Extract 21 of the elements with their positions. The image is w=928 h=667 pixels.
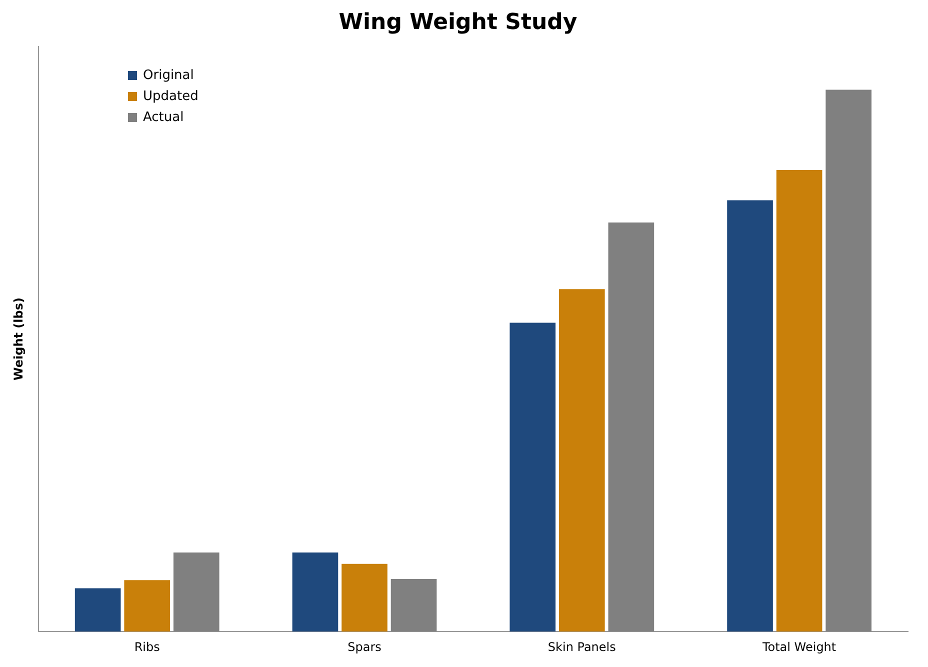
bar [727, 200, 773, 632]
x-tick-label: Skin Panels [548, 640, 616, 654]
chart-title: Wing Weight Study [338, 10, 578, 35]
bar [510, 322, 556, 632]
bar [558, 289, 605, 632]
bar [608, 222, 654, 632]
legend-label: Actual [143, 110, 184, 125]
bar [173, 552, 220, 632]
x-tick-label: Ribs [134, 640, 160, 654]
bar [776, 170, 822, 632]
x-tick-label: Total Weight [761, 640, 836, 654]
bar [826, 90, 872, 632]
legend-label: Original [143, 68, 194, 83]
bar [74, 588, 121, 632]
x-tick-label: Spars [348, 640, 382, 654]
bar [390, 579, 437, 632]
bar [292, 552, 338, 632]
bar [342, 564, 388, 632]
bar [124, 580, 170, 632]
y-axis-title: Weight (lbs) [11, 298, 26, 380]
legend-label: Updated [143, 89, 198, 104]
